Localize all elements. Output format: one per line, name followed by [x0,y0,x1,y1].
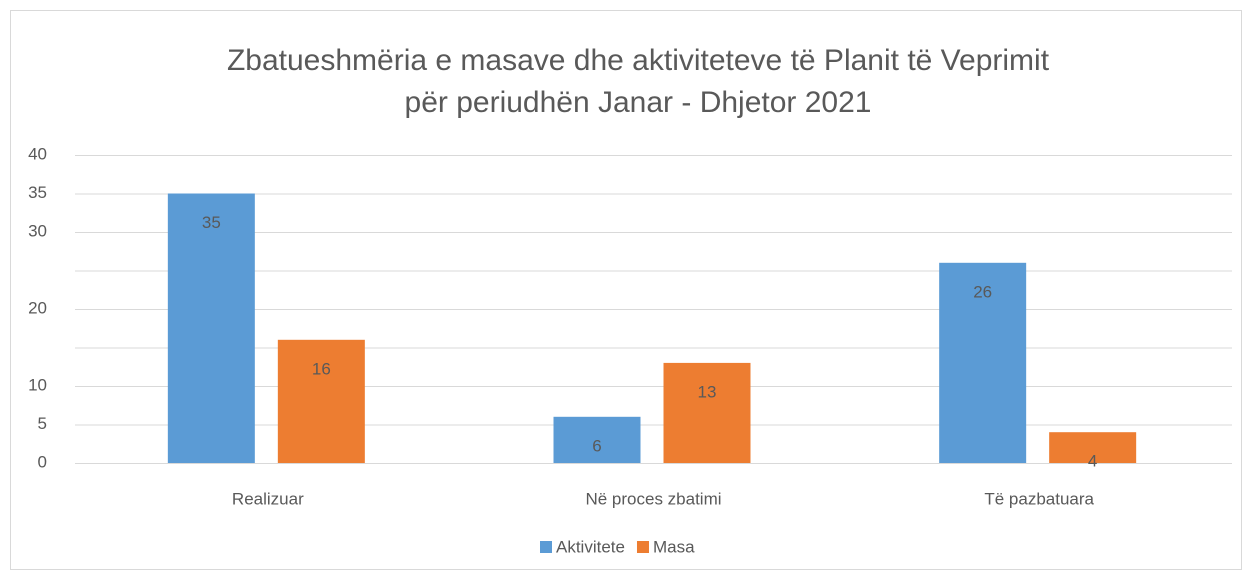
y-tick-label: 5 [38,414,47,433]
data-label: 16 [312,359,331,378]
bar [167,193,255,463]
x-tick-label: Realizuar [232,489,304,508]
y-tick-label: 40 [28,144,47,163]
data-label: 6 [592,436,601,455]
bar [939,262,1027,463]
legend-swatch [636,541,649,553]
legend-swatch [540,541,552,553]
bar [1049,432,1137,463]
data-label: 26 [973,282,992,301]
y-tick-label: 10 [28,375,47,394]
y-tick-label: 20 [28,298,47,317]
data-label: 13 [698,382,717,401]
x-tick-label: Të pazbatuara [984,489,1094,508]
chart-title: për periudhën Janar - Dhjetor 2021 [405,86,872,119]
y-tick-label: 30 [28,221,47,240]
legend-label: Masa [653,537,695,556]
y-tick-label: 35 [28,183,47,202]
legend-label: Aktivitete [556,537,625,556]
x-tick-label: Në proces zbatimi [585,489,721,508]
bar [553,416,641,463]
bar [277,339,365,463]
bar [663,362,751,463]
y-tick-label: 0 [38,452,47,471]
chart-title: Zbatueshmëria e masave dhe aktiviteteve … [227,44,1050,77]
data-label: 4 [1088,452,1097,471]
data-label: 35 [202,213,221,232]
